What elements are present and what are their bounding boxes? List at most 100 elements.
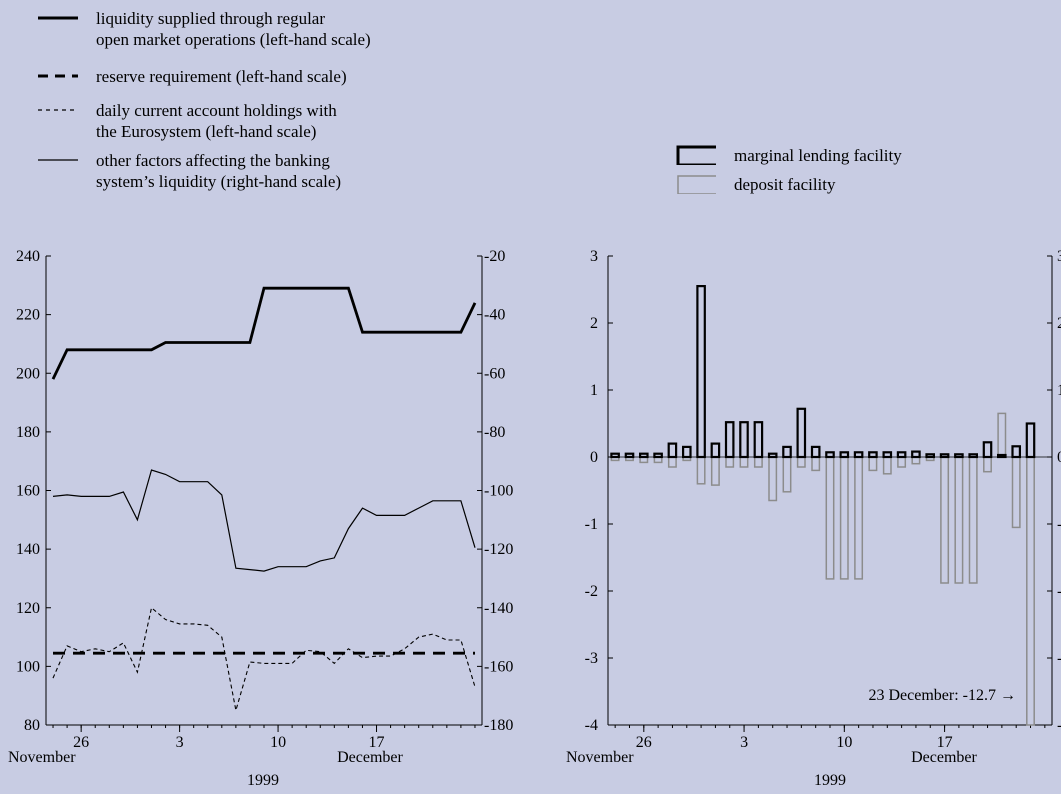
legend-label: reserve requirement (left-hand scale) (96, 67, 347, 86)
marginal-lending-bar (1025, 422, 1036, 459)
marginal-lending-bar (968, 453, 979, 459)
deposit-bar (725, 456, 735, 468)
y-tick-label: 160 (16, 483, 40, 500)
x-tick-label: 26 (73, 734, 89, 751)
y-tick-label: -40 (484, 307, 505, 324)
y-tick-label-right: -4 (1057, 717, 1061, 734)
marginal-lending-bar (624, 452, 635, 459)
y-tick-label: 2 (590, 315, 598, 332)
x-tick-label: 10 (836, 734, 852, 751)
deposit-bar (667, 456, 677, 468)
marginal-lending-bar (982, 441, 993, 459)
y-tick-label: -160 (484, 658, 513, 675)
y-tick-label: -4 (585, 717, 598, 734)
deposit-bar (868, 456, 878, 472)
x-tick-label: 17 (369, 734, 385, 751)
y-tick-label-right: 0 (1057, 449, 1061, 466)
marginal-lending-bar (696, 285, 706, 459)
deposit-bar (710, 456, 720, 486)
marginal-lending-bar (911, 450, 921, 459)
deposit-bar (882, 456, 892, 475)
legend-label: other factors affecting the banking syst… (96, 151, 342, 191)
month-label: November (8, 749, 76, 766)
deposit-bar (782, 456, 792, 493)
deposit-bar (983, 456, 992, 473)
y-tick-label: -2 (585, 583, 598, 600)
deposit-bar (753, 456, 763, 468)
right-chart (607, 255, 1053, 732)
marginal-lending-bar (638, 452, 649, 459)
month-label: December (911, 749, 977, 766)
x-tick-label: 17 (937, 734, 953, 751)
right-legend-item: deposit facility (676, 174, 836, 195)
deposit-bar (696, 456, 706, 485)
series-line-thin-solid (52, 469, 476, 572)
legend-swatch (676, 145, 716, 165)
deposit-bar (940, 456, 950, 584)
legend-swatch (38, 109, 78, 111)
year-label: 1999 (247, 772, 279, 789)
left-legend-item: other factors affecting the banking syst… (38, 150, 341, 192)
y-tick-label: -120 (484, 541, 513, 558)
marginal-lending-bar (724, 421, 735, 459)
deposit-bar (997, 412, 1007, 458)
deposit-bar (796, 456, 806, 468)
marginal-lending-bar (896, 451, 907, 459)
legend-label: marginal lending facility (734, 146, 902, 165)
marginal-lending-bar (825, 451, 835, 459)
y-tick-label: -80 (484, 424, 505, 441)
deposit-bar (839, 456, 849, 580)
y-tick-label: 240 (16, 248, 40, 265)
x-tick-label: 3 (176, 734, 184, 751)
deposit-bar (825, 456, 835, 580)
y-tick-label-right: 2 (1057, 315, 1061, 332)
y-tick-label: 3 (590, 248, 598, 265)
y-tick-label-right: 3 (1057, 248, 1061, 265)
marginal-lending-bar (868, 451, 878, 459)
y-tick-label: -60 (484, 365, 505, 382)
legend-label: liquidity supplied through regular open … (96, 9, 371, 49)
marginal-lending-bar (782, 445, 792, 459)
month-label: November (566, 749, 634, 766)
y-tick-label: 200 (16, 365, 40, 382)
right-legend-item: marginal lending facility (676, 145, 902, 166)
year-label: 1999 (814, 772, 846, 789)
series-line-thin-dotted (52, 606, 476, 711)
marginal-lending-bar (767, 452, 778, 459)
marginal-lending-bar (710, 442, 721, 459)
deposit-bar (968, 456, 978, 584)
deposit-bar (768, 456, 778, 502)
legend-label: deposit facility (734, 175, 836, 194)
marginal-lending-bar (810, 445, 821, 459)
y-tick-label: -20 (484, 248, 505, 265)
legend-label: daily current account holdings with the … (96, 101, 337, 141)
y-tick-label: 220 (16, 307, 40, 324)
marginal-lending-bar (996, 453, 1007, 459)
marginal-lending-bar (954, 453, 964, 459)
x-tick-label: 3 (740, 734, 748, 751)
deposit-bar (1026, 456, 1035, 726)
deposit-bar (811, 456, 821, 472)
y-tick-label: 80 (24, 717, 40, 734)
marginal-lending-bar (882, 451, 893, 459)
left-legend-item: liquidity supplied through regular open … (38, 8, 371, 50)
annotation: 23 December: -12.7 → (868, 687, 1016, 704)
marginal-lending-bar (653, 452, 663, 459)
marginal-lending-bar (939, 453, 950, 459)
marginal-lending-bar (610, 452, 620, 459)
legend-swatch (677, 175, 716, 194)
marginal-lending-bar (753, 421, 764, 459)
y-tick-label: 120 (16, 600, 40, 617)
y-tick-label-right: -2 (1057, 583, 1061, 600)
y-tick-label-right: -3 (1057, 650, 1061, 667)
month-label: December (337, 749, 403, 766)
marginal-lending-bar (667, 442, 678, 459)
y-tick-label: -1 (585, 516, 598, 533)
deposit-bar (1011, 456, 1021, 529)
left-chart (45, 255, 483, 732)
marginal-lending-bar (1011, 445, 1022, 459)
marginal-lending-bar (853, 451, 864, 459)
y-tick-label: 180 (16, 424, 40, 441)
